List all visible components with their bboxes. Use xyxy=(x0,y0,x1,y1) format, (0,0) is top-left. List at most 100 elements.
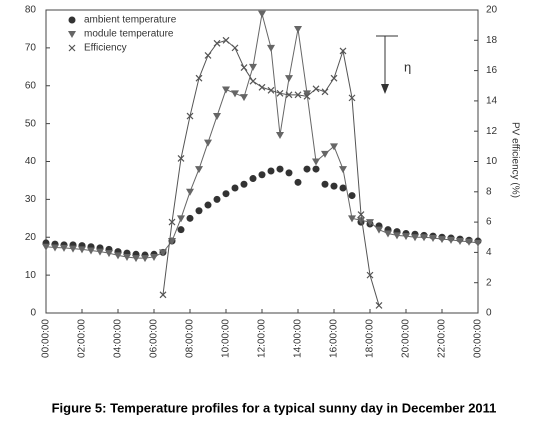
y2-axis-label: PV efficiency (%) xyxy=(509,122,520,198)
x-tick-label: 18:00:00 xyxy=(365,319,376,358)
marker xyxy=(357,211,365,218)
marker xyxy=(69,245,77,253)
marker xyxy=(411,234,419,242)
marker xyxy=(438,236,446,244)
marker xyxy=(285,169,293,177)
marker xyxy=(357,217,365,225)
marker xyxy=(339,47,347,55)
marker xyxy=(339,184,347,192)
marker xyxy=(42,243,50,251)
marker xyxy=(249,175,257,183)
marker xyxy=(375,226,383,234)
marker xyxy=(258,83,266,91)
marker xyxy=(393,232,401,240)
marker xyxy=(348,94,356,102)
marker xyxy=(222,190,230,198)
x-tick-label: 00:00:00 xyxy=(41,319,52,358)
x-tick-label: 04:00:00 xyxy=(113,319,124,358)
marker xyxy=(249,63,257,71)
marker xyxy=(420,234,428,242)
marker xyxy=(303,92,311,100)
marker xyxy=(132,255,140,263)
marker xyxy=(330,143,338,151)
y2-tick-label: 2 xyxy=(486,277,492,288)
plot-frame xyxy=(45,9,479,314)
y-tick-label: 60 xyxy=(25,80,37,91)
legend-label: ambient temperature xyxy=(84,15,177,26)
marker xyxy=(204,139,212,147)
marker xyxy=(465,238,473,246)
marker xyxy=(87,247,95,255)
annotation-arrowhead xyxy=(381,84,389,94)
marker xyxy=(231,44,239,52)
marker xyxy=(51,244,59,252)
marker xyxy=(204,52,212,59)
y2-tick-label: 0 xyxy=(486,308,492,319)
y-tick-label: 20 xyxy=(25,232,37,243)
marker xyxy=(429,235,437,243)
marker xyxy=(195,74,203,82)
marker xyxy=(222,36,230,44)
marker xyxy=(231,90,239,98)
x-tick-label: 00:00:00 xyxy=(473,319,484,358)
marker xyxy=(159,249,167,257)
marker xyxy=(456,238,464,246)
marker xyxy=(240,180,248,188)
marker xyxy=(213,195,221,203)
marker xyxy=(68,31,76,38)
marker xyxy=(330,74,338,82)
marker xyxy=(447,236,455,244)
x-tick-label: 12:00:00 xyxy=(257,319,268,358)
marker xyxy=(231,184,239,192)
marker xyxy=(321,180,329,188)
x-tick-label: 16:00:00 xyxy=(329,319,340,358)
x-tick-label: 22:00:00 xyxy=(437,319,448,358)
y2-tick-label: 14 xyxy=(486,96,498,107)
marker xyxy=(366,219,374,227)
y2-tick-label: 10 xyxy=(486,156,498,167)
y-tick-label: 40 xyxy=(25,156,37,167)
y2-tick-label: 12 xyxy=(486,126,498,137)
marker xyxy=(366,271,374,279)
marker xyxy=(159,291,167,299)
marker xyxy=(177,215,185,223)
marker xyxy=(204,201,212,209)
marker xyxy=(276,89,284,97)
x-tick-label: 08:00:00 xyxy=(185,319,196,358)
y-tick-label: 80 xyxy=(25,5,37,16)
caption: Figure 5: Temperature profiles for a typ… xyxy=(52,400,497,415)
marker xyxy=(240,94,248,102)
marker xyxy=(384,230,392,238)
marker xyxy=(339,166,347,174)
marker xyxy=(303,90,311,98)
marker xyxy=(348,192,356,200)
marker xyxy=(68,16,76,24)
y-tick-label: 0 xyxy=(30,308,36,319)
marker xyxy=(150,253,158,261)
marker xyxy=(96,248,104,256)
y-tick-label: 30 xyxy=(25,194,37,205)
marker xyxy=(276,131,284,139)
marker xyxy=(402,233,410,241)
x-tick-label: 14:00:00 xyxy=(293,319,304,358)
marker xyxy=(321,88,329,96)
marker xyxy=(123,253,131,261)
y2-tick-label: 18 xyxy=(486,35,498,46)
y2-tick-label: 8 xyxy=(486,186,492,197)
marker xyxy=(141,255,149,263)
marker xyxy=(213,113,221,121)
marker xyxy=(168,218,176,226)
marker xyxy=(321,150,329,158)
y-tick-label: 10 xyxy=(25,270,37,281)
marker xyxy=(330,182,338,190)
marker xyxy=(285,91,293,99)
marker xyxy=(375,302,383,309)
marker xyxy=(303,165,311,173)
marker xyxy=(267,86,275,94)
marker xyxy=(186,188,194,196)
marker xyxy=(312,85,320,93)
marker xyxy=(222,86,230,94)
x-tick-label: 10:00:00 xyxy=(221,319,232,358)
marker xyxy=(195,166,203,174)
